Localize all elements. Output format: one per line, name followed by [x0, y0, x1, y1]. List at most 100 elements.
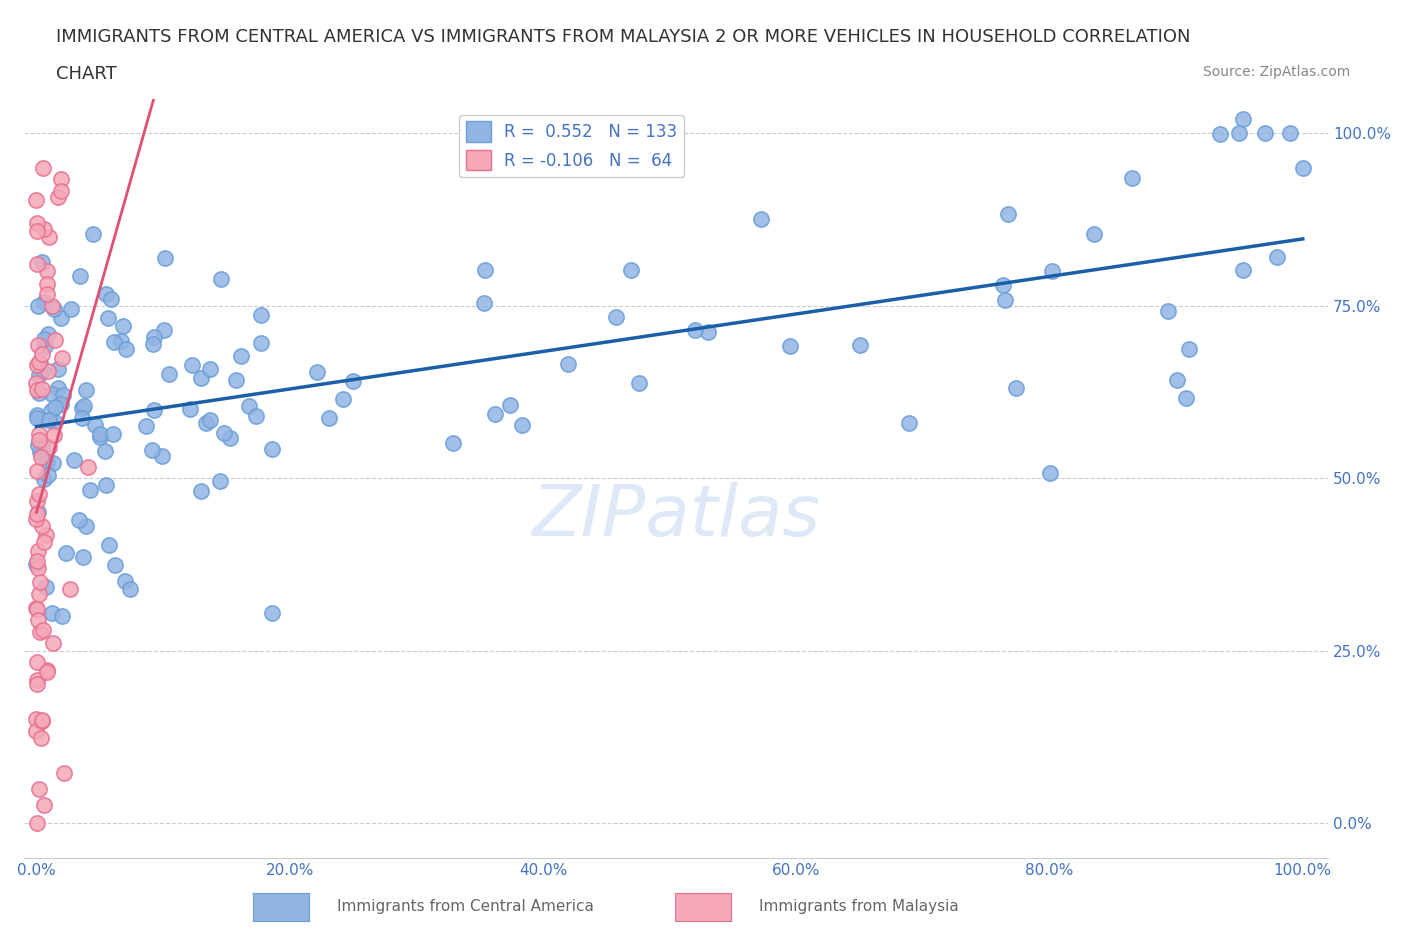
Text: CHART: CHART	[56, 65, 117, 83]
Point	[1229, 126, 1251, 140]
Point	[31, 160, 53, 175]
Point	[49, 171, 72, 186]
Point	[135, 418, 157, 433]
Point	[30, 575, 52, 590]
Point	[179, 401, 201, 416]
Point	[260, 605, 283, 620]
Point	[25, 411, 48, 426]
Point	[70, 410, 93, 425]
Point	[31, 364, 53, 379]
Point	[897, 415, 920, 430]
Text: Source: ZipAtlas.com: Source: ZipAtlas.com	[1202, 65, 1350, 79]
Point	[94, 444, 117, 458]
Point	[101, 426, 124, 441]
Legend: R =  0.552   N = 133, R = -0.106   N =  64: R = 0.552 N = 133, R = -0.106 N = 64	[460, 114, 683, 177]
Point	[96, 286, 118, 301]
Point	[1232, 112, 1254, 126]
Point	[225, 373, 247, 388]
Point	[1174, 391, 1197, 405]
Point	[991, 277, 1014, 292]
Point	[142, 329, 165, 344]
Point	[35, 664, 58, 679]
Point	[48, 190, 70, 205]
Point	[28, 487, 51, 502]
Point	[31, 346, 53, 361]
Point	[37, 326, 59, 341]
Point	[683, 322, 706, 337]
Point	[31, 623, 53, 638]
Point	[605, 310, 627, 325]
Text: Immigrants from Central America: Immigrants from Central America	[337, 899, 595, 914]
Point	[472, 296, 495, 311]
Point	[212, 426, 235, 441]
Point	[62, 453, 84, 468]
Point	[1178, 341, 1201, 356]
Point	[229, 349, 252, 364]
Point	[59, 582, 82, 597]
Point	[34, 534, 56, 549]
Point	[1083, 227, 1105, 242]
Point	[27, 677, 49, 692]
Point	[41, 605, 63, 620]
Point	[51, 183, 73, 198]
Point	[44, 333, 66, 348]
Point	[318, 411, 340, 426]
Point	[100, 291, 122, 306]
Point	[41, 299, 63, 313]
Point	[89, 427, 111, 442]
Point	[1040, 263, 1063, 278]
Point	[35, 286, 58, 301]
Point	[332, 392, 354, 406]
Point	[27, 544, 49, 559]
Point	[209, 272, 232, 286]
Point	[77, 459, 100, 474]
Point	[250, 335, 273, 350]
Point	[59, 301, 82, 316]
Point	[1166, 373, 1188, 388]
Point	[28, 355, 51, 370]
Point	[28, 586, 51, 601]
Point	[34, 579, 56, 594]
Point	[82, 226, 104, 241]
Point	[994, 292, 1017, 307]
Text: Immigrants from Malaysia: Immigrants from Malaysia	[759, 899, 959, 914]
Point	[305, 365, 328, 379]
Point	[79, 482, 101, 497]
Point	[25, 464, 48, 479]
Text: ZIPatlas: ZIPatlas	[531, 482, 821, 551]
Point	[35, 527, 58, 542]
Point	[35, 264, 58, 279]
Point	[75, 519, 97, 534]
Point	[49, 397, 72, 412]
Point	[499, 398, 522, 413]
Point	[153, 322, 176, 337]
Point	[25, 407, 48, 422]
Point	[30, 730, 52, 745]
Point	[25, 655, 48, 670]
Point	[89, 429, 111, 444]
Point	[28, 432, 51, 447]
Point	[696, 325, 718, 339]
Point	[27, 507, 49, 522]
Point	[32, 222, 55, 237]
Point	[142, 337, 165, 352]
Point	[27, 427, 49, 442]
Point	[441, 435, 464, 450]
Point	[112, 318, 135, 333]
Point	[27, 561, 49, 576]
Point	[44, 301, 66, 316]
Point	[31, 713, 53, 728]
Point	[620, 262, 643, 277]
Point	[27, 223, 49, 238]
Point	[46, 362, 69, 377]
Point	[30, 450, 52, 465]
Point	[38, 440, 60, 455]
Point	[52, 388, 75, 403]
Point	[44, 400, 66, 415]
Point	[474, 263, 496, 278]
Point	[31, 254, 53, 269]
Point	[190, 484, 212, 498]
Point	[28, 445, 51, 459]
Point	[181, 357, 204, 372]
Point	[997, 206, 1019, 221]
